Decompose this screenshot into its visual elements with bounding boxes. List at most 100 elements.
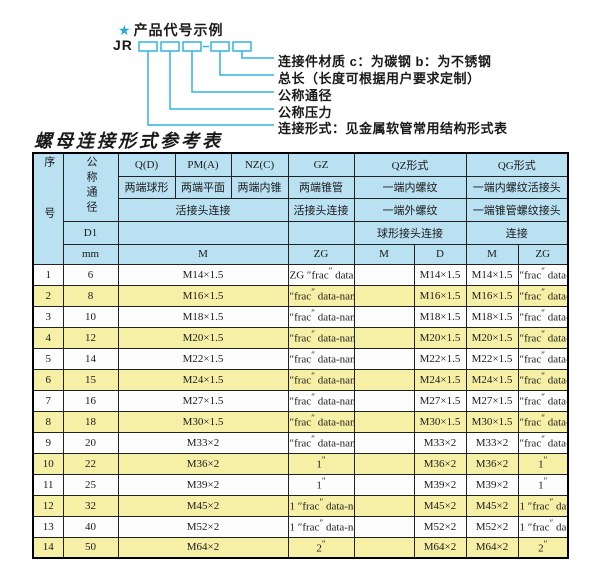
table-cell: ″frac″ data-name=″fraction″ data-interac… xyxy=(287,326,355,349)
table-cell: M64×2 xyxy=(117,536,289,559)
code-example-heading: ★ 产品代号示例 xyxy=(118,20,224,40)
header-col-qz: QZ形式 xyxy=(353,152,467,177)
header-qg-connection: 连接 xyxy=(465,220,569,245)
table-cell: 22 xyxy=(62,452,119,475)
code-prefix: JR xyxy=(113,37,133,53)
code-label-material: 连接件材质 c：为碳钢 b：为不锈钢 xyxy=(278,54,492,69)
table-cell: M16×1.5 xyxy=(117,284,289,307)
code-box xyxy=(210,41,230,52)
code-box xyxy=(182,41,202,52)
code-label-length: 总长（长度可根据用户要求定制） xyxy=(278,71,481,86)
table-cell xyxy=(353,494,415,517)
code-example-heading-text: 产品代号示例 xyxy=(133,22,224,38)
table-cell: M24×1.5 xyxy=(465,368,519,391)
header-dn: 公称通径 xyxy=(62,152,119,222)
table-cell: 4 xyxy=(32,326,64,349)
header-d1: D1 xyxy=(62,220,119,245)
table-cell: 1″ xyxy=(517,473,569,496)
table-cell: M24×1.5 xyxy=(117,368,289,391)
table-cell: 16 xyxy=(62,389,119,412)
table-cell: ″frac″ data-name=″fraction″ data-interac… xyxy=(517,368,569,391)
code-leader-lines xyxy=(138,41,274,126)
table-row: 11 25 M39×2 1″ M39×2 M39×2 1″ xyxy=(32,473,569,496)
table-cell: M24×1.5 xyxy=(413,368,467,391)
table-cell: M20×1.5 xyxy=(465,326,519,349)
table-cell: ″frac″ data-name=″fraction″ data-interac… xyxy=(287,431,355,454)
table-cell: 1 ″frac″ data-name=″fraction″ data-inter… xyxy=(287,494,355,517)
table-cell: M27×1.5 xyxy=(413,389,467,412)
table-cell: 1 ″frac″ data-name=″fraction″ data-inter… xyxy=(517,515,569,538)
table-cell: 2 xyxy=(32,284,64,307)
header-m2: M xyxy=(353,243,415,265)
table-cell: ″frac″ data-name=″fraction″ data-interac… xyxy=(517,431,569,454)
table-cell: ″frac″ data-name=″fraction″ data-interac… xyxy=(517,284,569,307)
table-cell xyxy=(353,305,415,328)
table-row: 10 22 M36×2 1″ M36×2 M36×2 1″ xyxy=(32,452,569,475)
table-cell: M36×2 xyxy=(465,452,519,475)
code-box xyxy=(232,41,252,52)
table-cell: 32 xyxy=(62,494,119,517)
table-cell: M14×1.5 xyxy=(117,263,289,286)
table-cell: 3 xyxy=(32,305,64,328)
table-cell: M30×1.5 xyxy=(413,410,467,433)
code-label-connection: 连接形式：见金属软管常用结构形式表 xyxy=(278,121,508,136)
header-gz-desc: 两端锥管 xyxy=(287,175,355,199)
table-cell: ″frac″ data-name=″fraction″ data-interac… xyxy=(517,305,569,328)
table-cell: ″frac″ data-name=″fraction″ data-interac… xyxy=(287,347,355,370)
table-cell: 40 xyxy=(62,515,119,538)
table-cell: ″frac″ data-name=″fraction″ data-interac… xyxy=(517,389,569,412)
table-cell: 8 xyxy=(62,284,119,307)
table-cell: 18 xyxy=(62,410,119,433)
table-cell: M33×2 xyxy=(465,431,519,454)
table-cell: 25 xyxy=(62,473,119,496)
table-cell: 1″ xyxy=(287,452,355,475)
table-cell: ″frac″ data-name=″fraction″ data-interac… xyxy=(287,410,355,433)
header-col-qd: Q(D) xyxy=(117,152,176,177)
table-cell: M22×1.5 xyxy=(413,347,467,370)
table-cell: M18×1.5 xyxy=(413,305,467,328)
table-cell: M36×2 xyxy=(413,452,467,475)
star-icon: ★ xyxy=(118,22,132,38)
table-cell: ″frac″ data-name=″fraction″ data-interac… xyxy=(287,305,355,328)
table-cell: 20 xyxy=(62,431,119,454)
table-cell: ″frac″ data-name=″fraction″ data-interac… xyxy=(287,389,355,412)
code-label-pressure: 公称压力 xyxy=(278,105,333,120)
table-cell: M52×2 xyxy=(413,515,467,538)
table-cell xyxy=(353,326,415,349)
page-title: 螺母连接形式参考表 xyxy=(34,131,223,152)
table-cell: M39×2 xyxy=(465,473,519,496)
table-cell: ″frac″ data-name=″fraction″ data-interac… xyxy=(517,410,569,433)
code-box xyxy=(160,41,180,52)
table-cell: M64×2 xyxy=(413,536,467,559)
header-col-pma: PM(A) xyxy=(174,152,232,177)
table-cell: 7 xyxy=(32,389,64,412)
table-cell: ″frac″ data-name=″fraction″ data-interac… xyxy=(517,347,569,370)
header-zg2: ZG xyxy=(517,243,569,265)
table-cell xyxy=(353,347,415,370)
table-cell: M33×2 xyxy=(413,431,467,454)
table-cell: 9 xyxy=(32,431,64,454)
table-cell: ″frac″ data-name=″fraction″ data-interac… xyxy=(287,368,355,391)
table-cell: 6 xyxy=(62,263,119,286)
table-cell: M39×2 xyxy=(117,473,289,496)
table-cell: M14×1.5 xyxy=(465,263,519,286)
table-cell xyxy=(353,389,415,412)
header-qg-desc2: 一端锥管螺纹接头 xyxy=(465,197,569,222)
table-cell: 11 xyxy=(32,473,64,496)
table-cell: 2″ xyxy=(517,536,569,559)
header-d: D xyxy=(413,243,467,265)
table-cell: M33×2 xyxy=(117,431,289,454)
header-qg-desc1: 一端内螺纹活接头 xyxy=(465,175,569,199)
table-cell: 13 xyxy=(32,515,64,538)
table-cell xyxy=(353,431,415,454)
table-cell: 2″ xyxy=(287,536,355,559)
table-cell: 12 xyxy=(32,494,64,517)
table-cell: M16×1.5 xyxy=(413,284,467,307)
product-code-diagram: ★ 产品代号示例 JR 连接件材质 c：为碳钢 b：为不锈钢 总长（长度可根据用户… xyxy=(0,0,600,150)
header-empty-cell xyxy=(287,220,355,245)
